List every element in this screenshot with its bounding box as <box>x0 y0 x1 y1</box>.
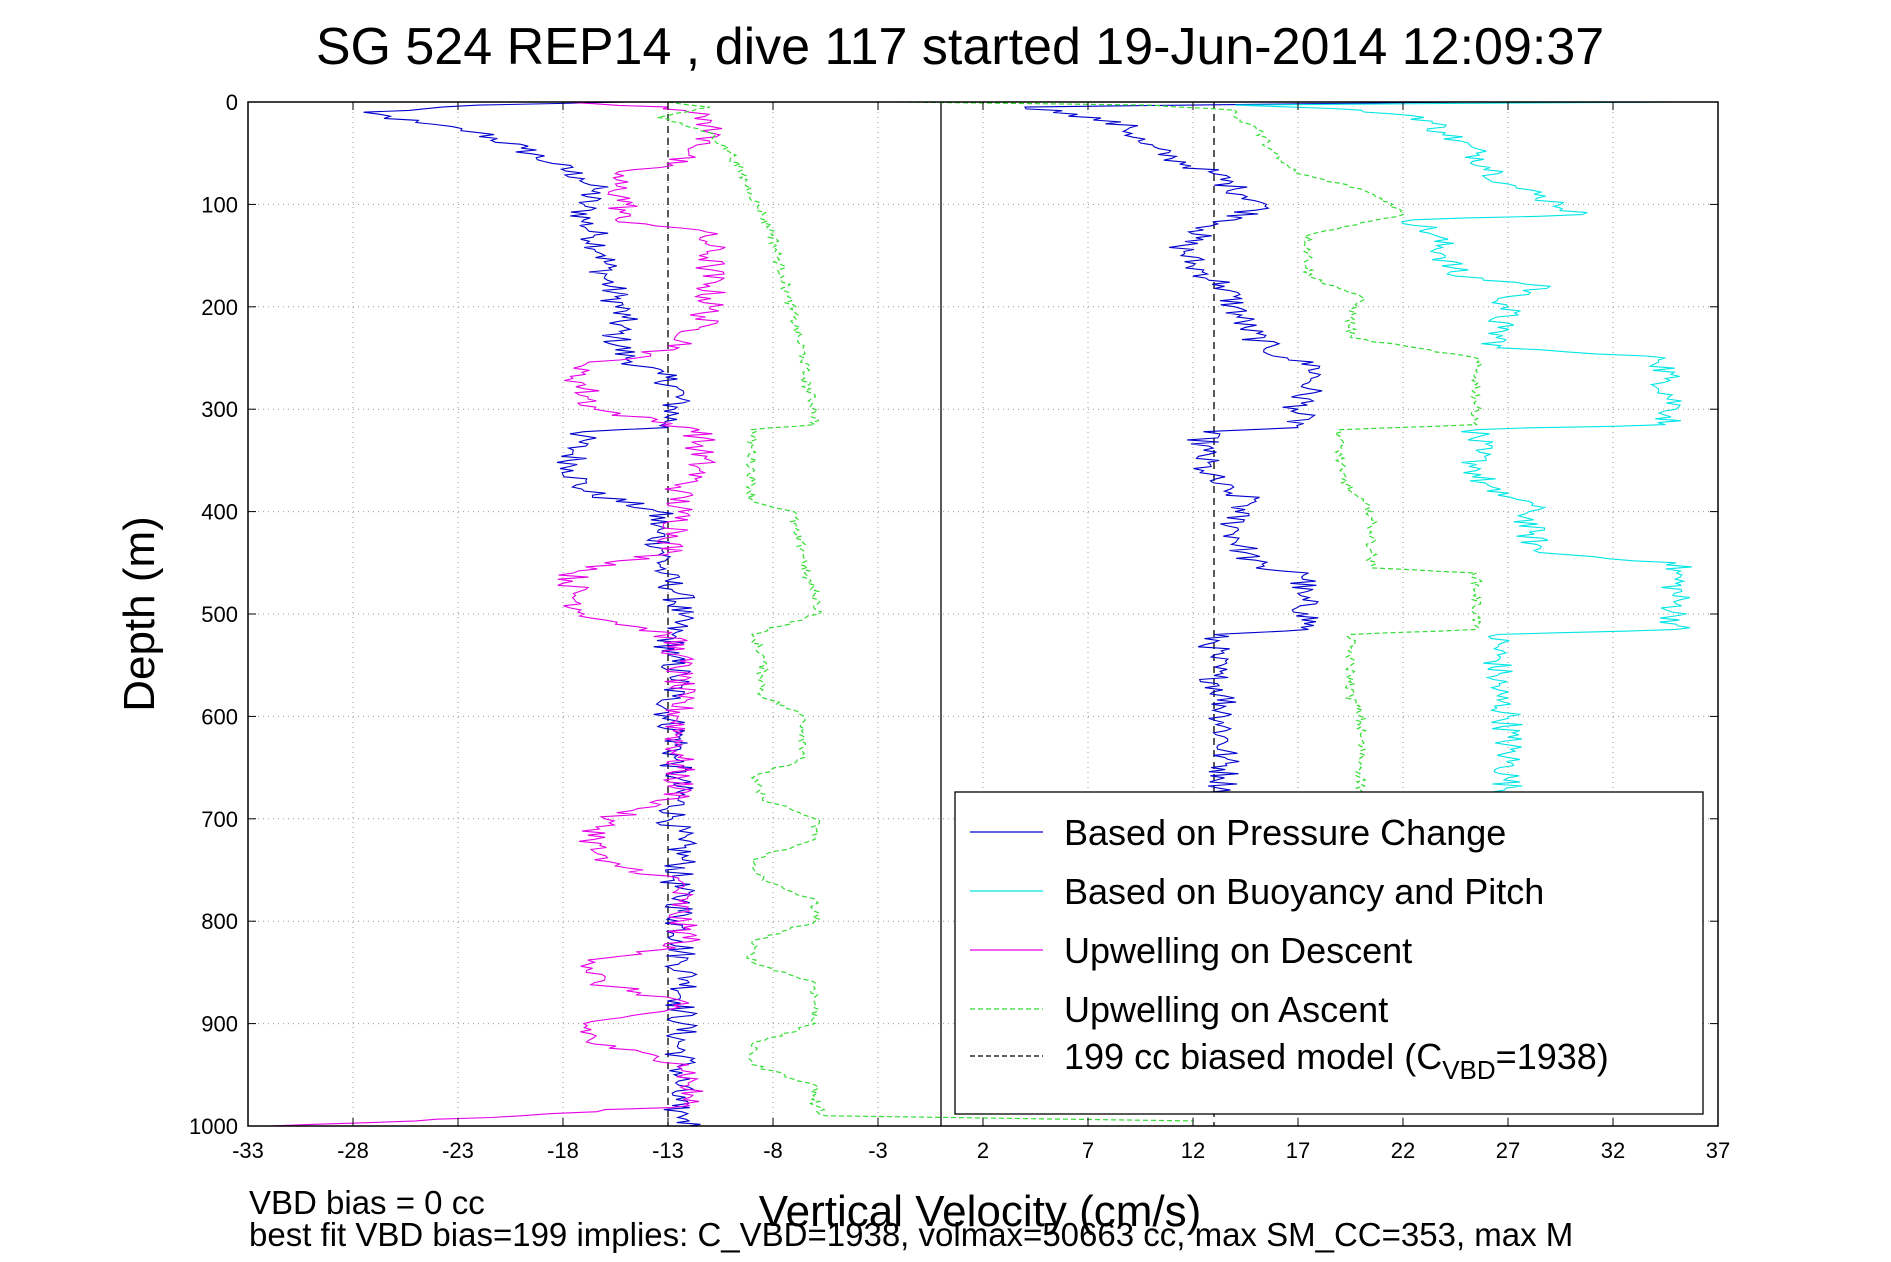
legend-label: 199 cc biased model (CVBD=1938) <box>1064 1036 1609 1085</box>
y-tick-label: 800 <box>201 909 238 934</box>
x-tick-label: -28 <box>337 1138 369 1163</box>
x-tick-label: -8 <box>763 1138 783 1163</box>
legend: Based on Pressure Change Based on Buoyanc… <box>954 791 1704 1115</box>
x-tick-label: 17 <box>1286 1138 1310 1163</box>
x-tick-label: 2 <box>977 1138 989 1163</box>
y-tick-labels: 0 100 200 300 400 500 600 700 800 900 1000 <box>189 90 1718 1139</box>
chart-title: SG 524 REP14 , dive 117 started 19-Jun-2… <box>316 18 1604 76</box>
y-tick-label: 700 <box>201 807 238 832</box>
series-upwelling-on-descent <box>268 101 726 1127</box>
x-tick-label: 32 <box>1601 1138 1625 1163</box>
x-tick-label: 37 <box>1706 1138 1730 1163</box>
series-upwelling-on-ascent <box>898 101 1484 799</box>
x-tick-label: -23 <box>442 1138 474 1163</box>
x-tick-label: 12 <box>1181 1138 1205 1163</box>
x-tick-label: 7 <box>1082 1138 1094 1163</box>
legend-label: Upwelling on Ascent <box>1064 989 1388 1030</box>
y-axis-label: Depth (m) <box>115 516 164 712</box>
series-based-on-pressure-change <box>1024 101 1467 799</box>
x-tick-label: 22 <box>1391 1138 1415 1163</box>
x-tick-labels: -33 -28 -23 -18 -13 -8 -3 2 7 12 17 22 27 32 37 <box>232 102 1730 1163</box>
y-tick-label: 0 <box>226 90 238 115</box>
y-tick-label: 500 <box>201 602 238 627</box>
y-tick-label: 100 <box>201 192 238 217</box>
x-tick-label: 27 <box>1496 1138 1520 1163</box>
y-tick-label: 400 <box>201 500 238 525</box>
legend-label: Based on Buoyancy and Pitch <box>1064 871 1544 912</box>
legend-label: Based on Pressure Change <box>1064 812 1506 853</box>
y-tick-label: 1000 <box>189 1114 238 1139</box>
y-tick-label: 600 <box>201 704 238 729</box>
x-tick-label: -18 <box>547 1138 579 1163</box>
y-tick-label: 900 <box>201 1012 238 1037</box>
series-group <box>268 101 1692 1127</box>
best-fit-note: best fit VBD bias=199 implies: C_VBD=193… <box>249 1216 1573 1253</box>
x-tick-label: -33 <box>232 1138 264 1163</box>
x-axis-label: Vertical Velocity (cm/s) <box>759 1187 1202 1236</box>
y-tick-label: 200 <box>201 295 238 320</box>
series-upwelling-on-ascent <box>657 101 1194 1122</box>
legend-box <box>954 791 1704 1115</box>
y-tick-label: 300 <box>201 397 238 422</box>
vbd-bias-note: VBD bias = 0 cc <box>249 1184 485 1221</box>
x-tick-label: -13 <box>652 1138 684 1163</box>
x-tick-label: -3 <box>868 1138 888 1163</box>
legend-label: Upwelling on Descent <box>1064 930 1412 971</box>
series-based-on-pressure-change <box>363 101 701 1127</box>
series-based-on-buoyancy-and-pitch <box>1234 101 1692 799</box>
